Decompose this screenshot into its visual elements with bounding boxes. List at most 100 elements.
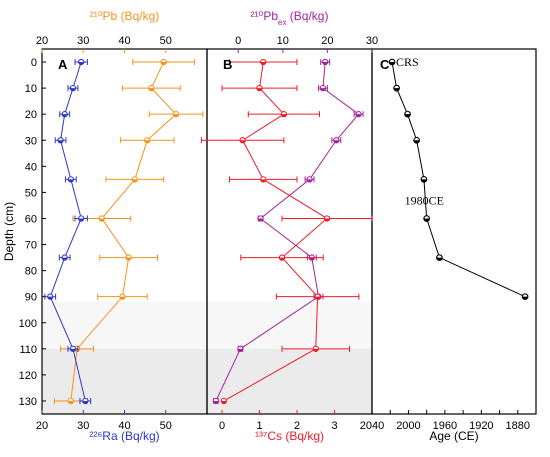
axis-title-main: ²²⁶Ra (Bq/kg) (89, 429, 159, 443)
panel-label-B: B (223, 57, 232, 72)
depth-tick-label: 0 (31, 57, 37, 69)
panel-label-A: A (58, 57, 68, 72)
axis-title-suffix: (Bq/kg) (286, 9, 328, 23)
data-point-fill (322, 62, 328, 65)
data-point-fill (78, 62, 84, 65)
data-point-fill (320, 88, 326, 91)
data-point-fill (221, 400, 227, 404)
panel-A-series-0-line (70, 61, 177, 402)
panel-C-axis-title: Age (CE) (429, 429, 478, 443)
data-point-fill (126, 257, 132, 261)
data-point-fill (119, 296, 126, 300)
data-point-fill (436, 257, 443, 261)
data-point-fill (279, 257, 285, 261)
panel-B-bottom-tick-label: 3 (331, 420, 337, 432)
depth-tick-label: 30 (25, 135, 37, 147)
data-point-fill (57, 140, 64, 143)
data-point-fill (356, 114, 362, 117)
data-point-fill (144, 140, 150, 143)
panel-B-series-0-line (215, 61, 360, 402)
data-point-fill (522, 296, 528, 300)
depth-tick-label: 70 (25, 240, 37, 252)
depth-tick-label: 10 (25, 83, 37, 95)
data-point-fill (315, 296, 321, 300)
data-point-fill (423, 218, 430, 222)
data-point-fill (324, 218, 330, 222)
panel-B-bottom-tick-label: 1 (256, 420, 262, 432)
panel-B-top-tick-label: 10 (277, 35, 289, 47)
data-point-fill (313, 348, 319, 352)
data-point-fill (256, 88, 263, 91)
axis-title-main: ¹³⁷Cs (Bq/kg) (255, 429, 324, 443)
panel-C-tick-label: 1880 (506, 420, 530, 432)
panel-C-tick-label: 1960 (433, 420, 457, 432)
data-point-fill (70, 348, 76, 352)
depth-tick-label: 60 (25, 213, 37, 225)
panel-A-bottom-tick-label: 20 (36, 420, 48, 432)
panel-A-top-tick-label: 50 (160, 35, 172, 47)
data-point-fill (68, 179, 74, 182)
data-point-fill (173, 114, 179, 117)
data-point-fill (62, 114, 68, 117)
axis-title-main: ²¹⁰Pb (Bq/kg) (90, 9, 160, 23)
axis-title-subscript: ex (278, 18, 286, 27)
panel-frame-C (371, 48, 537, 415)
panel-B-bottom-axis-title: ¹³⁷Cs (Bq/kg) (255, 429, 324, 443)
panel-B-bottom-tick-label: 0 (219, 420, 225, 432)
data-point-fill (237, 348, 244, 352)
data-point-fill (132, 179, 138, 182)
axes-layer (41, 48, 537, 415)
data-point-fill (306, 179, 313, 182)
panel-A-series-1-line (49, 61, 86, 402)
panel-B-bottom-tick-label: 2 (294, 420, 300, 432)
data-point-fill (257, 218, 264, 222)
axis-title-main: ²¹⁰Pb (251, 9, 279, 23)
panel-label-C: C (380, 57, 390, 72)
panel-C-age-line (391, 61, 526, 298)
data-point-fill (161, 62, 167, 65)
depth-tick-label: 130 (19, 396, 37, 408)
data-point-fill (78, 218, 84, 222)
data-point-fill (260, 62, 266, 65)
depth-tick-label: 40 (25, 161, 37, 173)
data-point-fill (413, 140, 420, 144)
depth-tick-label: 90 (25, 292, 37, 304)
data-point-fill (333, 140, 339, 143)
data-point-fill (389, 62, 395, 65)
panel-A-bottom-axis-title: ²²⁶Ra (Bq/kg) (89, 429, 159, 443)
panel-A-top-tick-label: 40 (118, 35, 130, 47)
data-point-fill (62, 257, 68, 261)
data-point-fill (240, 140, 246, 143)
data-point-fill (47, 296, 53, 300)
data-point-fill (309, 257, 315, 261)
data-point-fill (213, 400, 219, 404)
panel-B-top-axis-title: ²¹⁰Pbex (Bq/kg) (251, 9, 329, 27)
data-layer (44, 58, 529, 405)
depth-tick-label: 110 (19, 344, 37, 356)
panel-C-tick-label: 1920 (469, 420, 493, 432)
data-point-fill (404, 114, 411, 117)
depth-tick-label: 50 (25, 187, 37, 199)
depth-tick-label: 80 (25, 266, 37, 278)
annotation-1980ce: 1980CE (405, 193, 444, 207)
panel-B-top-tick-label: 0 (235, 35, 241, 47)
depth-tick-label: 120 (19, 370, 37, 382)
panel-B-series-1-line (223, 61, 328, 402)
data-point-fill (148, 88, 154, 91)
panel-B-top-tick-label: 30 (366, 35, 378, 47)
data-point-fill (99, 218, 105, 222)
depth-tick-label: 20 (25, 109, 37, 121)
panel-A-top-tick-label: 20 (36, 35, 48, 47)
panel-A-bottom-tick-label: 40 (118, 420, 130, 432)
panel-A-top-tick-label: 30 (77, 35, 89, 47)
depth-tick-label: 100 (19, 318, 37, 330)
data-point-fill (70, 88, 76, 91)
panel-C-tick-label: 2000 (396, 420, 420, 432)
data-point-fill (260, 179, 266, 182)
data-point-fill (68, 400, 74, 404)
data-point-fill (393, 88, 400, 91)
depth-axis-title: Depth (cm) (2, 202, 16, 261)
data-point-fill (281, 114, 287, 117)
